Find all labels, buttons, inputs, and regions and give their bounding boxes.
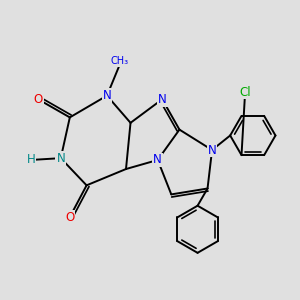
Text: N: N [208, 143, 216, 157]
Text: N: N [103, 89, 111, 102]
Text: N: N [153, 154, 162, 166]
Text: H: H [26, 154, 35, 166]
Text: N: N [56, 152, 65, 165]
Text: CH₃: CH₃ [111, 56, 129, 66]
Text: Cl: Cl [239, 85, 251, 98]
Text: O: O [34, 93, 43, 106]
Text: N: N [158, 93, 167, 106]
Text: O: O [65, 211, 74, 224]
